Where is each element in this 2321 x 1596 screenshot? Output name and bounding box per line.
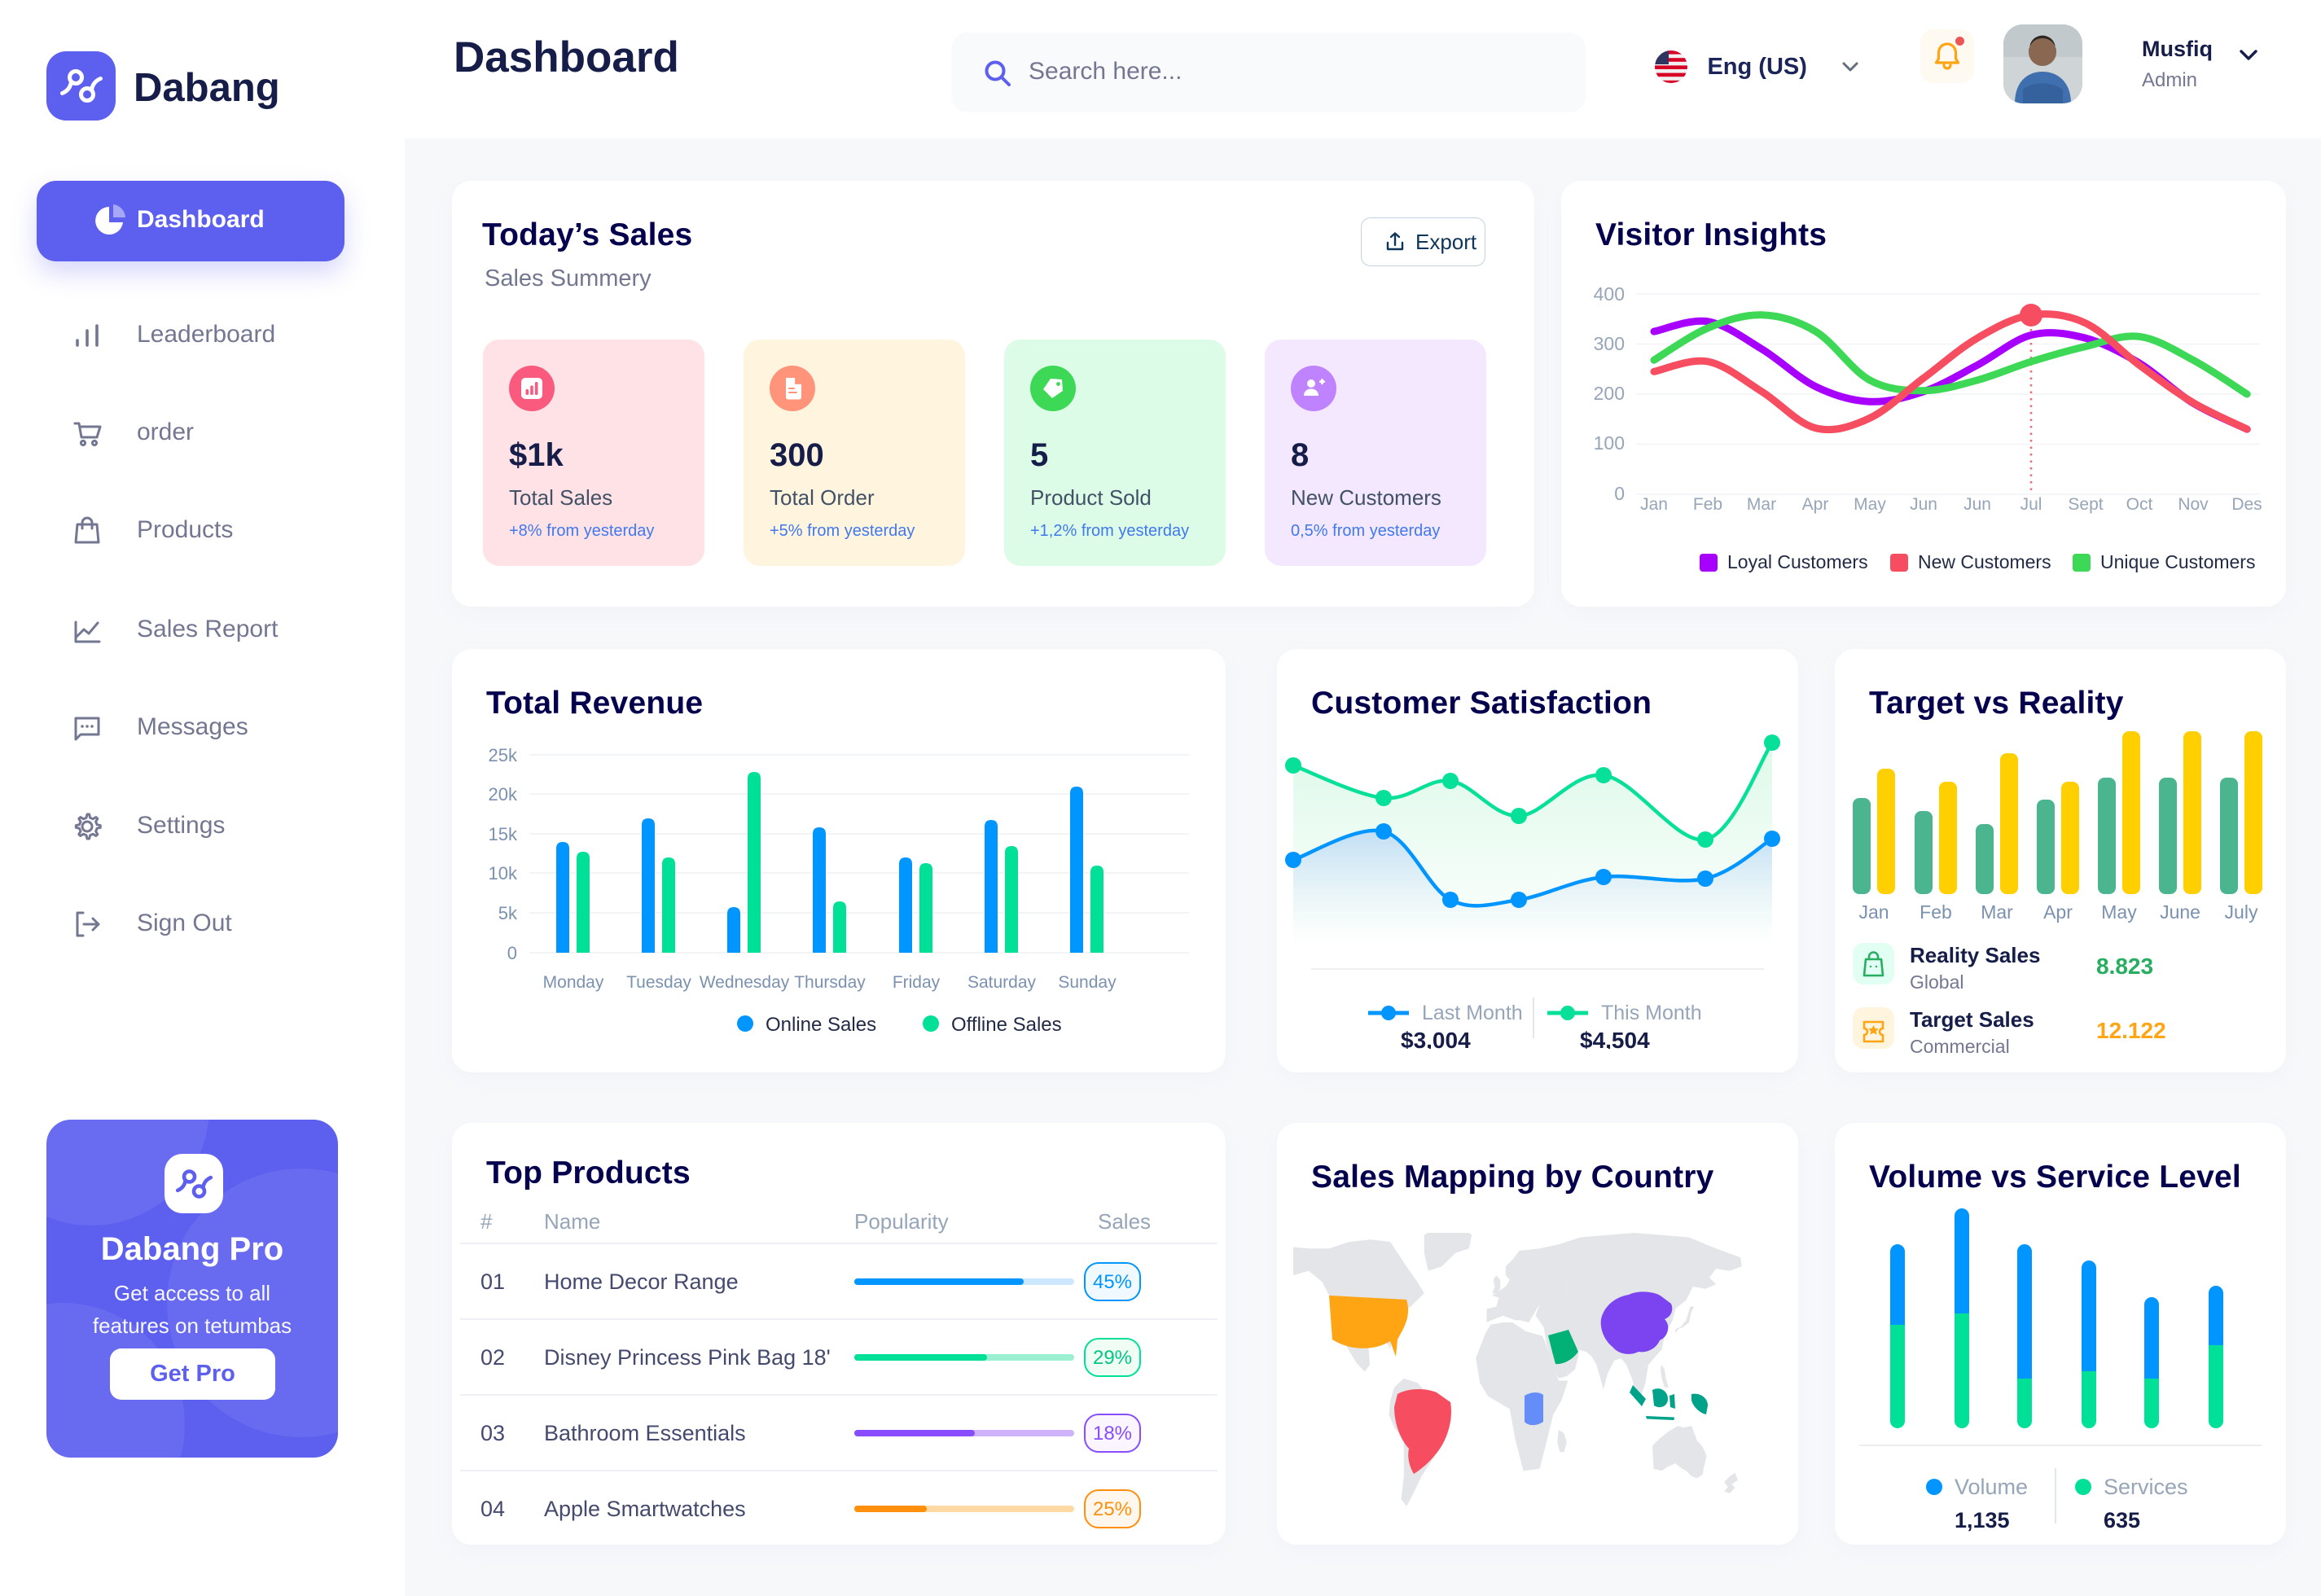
svg-text:100: 100 (1594, 432, 1625, 454)
svg-text:$3,004: $3,004 (1401, 1028, 1471, 1049)
svg-text:July: July (2225, 901, 2258, 923)
svg-text:02: 02 (480, 1345, 505, 1370)
svg-text:Reality Sales: Reality Sales (1910, 943, 2040, 967)
svg-text:New Customers: New Customers (1918, 551, 2051, 572)
svg-text:0: 0 (507, 943, 517, 963)
svg-text:June: June (2160, 901, 2200, 923)
svg-text:45%: 45% (1093, 1271, 1132, 1293)
svg-text:15k: 15k (489, 824, 518, 844)
svg-text:01: 01 (480, 1269, 505, 1294)
svg-text:29%: 29% (1093, 1347, 1132, 1369)
svg-text:25k: 25k (489, 745, 518, 765)
svg-text:03: 03 (480, 1421, 505, 1445)
svg-text:18%: 18% (1093, 1423, 1132, 1445)
svg-text:200: 200 (1594, 383, 1625, 404)
svg-text:04: 04 (480, 1497, 505, 1521)
svg-text:May: May (1854, 495, 1886, 514)
svg-text:Home Decor Range: Home Decor Range (544, 1269, 739, 1294)
svg-text:Saturday: Saturday (967, 973, 1037, 992)
svg-text:Commercial: Commercial (1910, 1036, 2010, 1057)
svg-text:Tuesday: Tuesday (626, 973, 691, 992)
svg-text:10k: 10k (489, 863, 518, 884)
svg-text:Mar: Mar (1747, 495, 1776, 514)
svg-text:Bathroom Essentials: Bathroom Essentials (544, 1421, 746, 1445)
svg-text:8.823: 8.823 (2096, 954, 2153, 979)
svg-text:300: 300 (1594, 333, 1625, 354)
svg-text:Sept: Sept (2068, 495, 2103, 514)
svg-text:Jun: Jun (1963, 495, 1991, 514)
svg-text:Last Month: Last Month (1422, 1002, 1523, 1024)
svg-text:Mar: Mar (1981, 901, 2013, 923)
svg-text:Feb: Feb (1920, 901, 1952, 923)
svg-text:Thursday: Thursday (794, 973, 866, 992)
svg-text:25%: 25% (1093, 1498, 1132, 1520)
svg-text:Jul: Jul (2020, 495, 2042, 514)
svg-text:Monday: Monday (543, 973, 604, 992)
svg-text:Feb: Feb (1693, 495, 1722, 514)
svg-text:Oct: Oct (2126, 495, 2153, 514)
svg-text:Loyal Customers: Loyal Customers (1727, 551, 1868, 572)
svg-text:This Month: This Month (1601, 1002, 1702, 1024)
svg-text:Name: Name (544, 1209, 600, 1234)
svg-text:Disney Princess Pink Bag 18': Disney Princess Pink Bag 18' (544, 1345, 831, 1370)
svg-text:Global: Global (1910, 971, 1963, 993)
svg-text:Nov: Nov (2178, 495, 2209, 514)
svg-text:Online Sales: Online Sales (766, 1014, 876, 1036)
svg-text:Offline Sales: Offline Sales (951, 1014, 1062, 1036)
svg-text:Volume: Volume (1955, 1475, 2028, 1499)
svg-text:1,135: 1,135 (1955, 1508, 2010, 1532)
svg-text:$4,504: $4,504 (1580, 1028, 1650, 1049)
svg-text:Jun: Jun (1910, 495, 1937, 514)
svg-text:Sunday: Sunday (1058, 973, 1117, 992)
svg-text:May: May (2101, 901, 2137, 923)
svg-text:Target Sales: Target Sales (1910, 1007, 2034, 1032)
svg-text:Sales: Sales (1098, 1209, 1151, 1234)
svg-text:Unique Customers: Unique Customers (2100, 551, 2255, 572)
svg-text:Apr: Apr (2043, 901, 2073, 923)
svg-text:Popularity: Popularity (854, 1209, 949, 1234)
svg-text:Wednesday: Wednesday (700, 973, 790, 992)
svg-text:Apr: Apr (1802, 495, 1829, 514)
svg-text:Jan: Jan (1858, 901, 1889, 923)
svg-text:400: 400 (1594, 283, 1625, 305)
svg-text:20k: 20k (489, 784, 518, 805)
svg-text:#: # (480, 1209, 493, 1234)
svg-text:Jan: Jan (1640, 495, 1668, 514)
svg-text:635: 635 (2104, 1508, 2140, 1532)
svg-text:5k: 5k (498, 903, 518, 923)
svg-text:Des: Des (2231, 495, 2262, 514)
svg-text:12.122: 12.122 (2096, 1018, 2166, 1043)
svg-text:Apple Smartwatches: Apple Smartwatches (544, 1497, 746, 1521)
svg-text:Friday: Friday (893, 973, 941, 992)
svg-text:0: 0 (1614, 483, 1625, 504)
svg-text:Services: Services (2104, 1475, 2188, 1499)
